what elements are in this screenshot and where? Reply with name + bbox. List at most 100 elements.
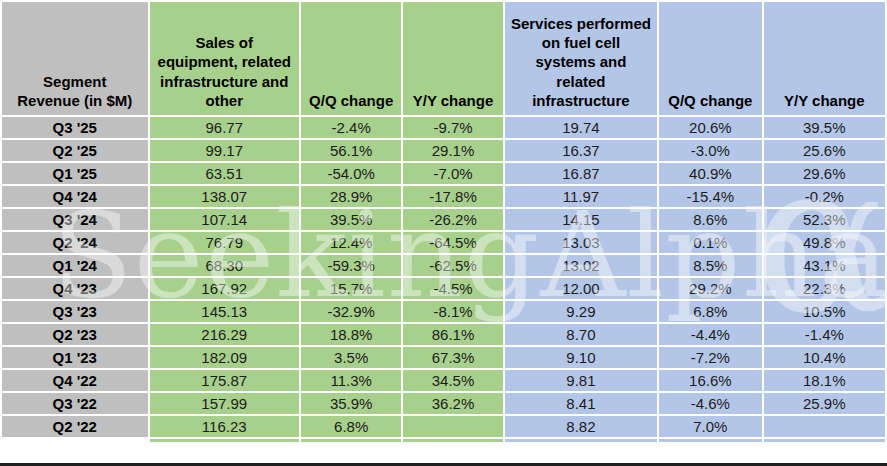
value-cell: 11.97	[505, 186, 658, 207]
value-cell: 56.1%	[301, 140, 401, 161]
col-header-sales: Sales of equipment, related infrastructu…	[150, 2, 300, 115]
partial-clipped-row	[2, 439, 885, 442]
partial-cell	[505, 439, 658, 442]
value-cell: 107.14	[150, 209, 300, 230]
value-cell: 68.30	[150, 255, 300, 276]
value-cell: 16.37	[505, 140, 658, 161]
value-cell: 22.3%	[764, 278, 885, 299]
value-cell: -15.4%	[659, 186, 761, 207]
partial-cell	[301, 439, 401, 442]
header-row: Segment Revenue (in $M) Sales of equipme…	[2, 2, 885, 115]
value-cell: -8.1%	[403, 301, 502, 322]
value-cell: 11.3%	[301, 370, 401, 391]
value-cell: 99.17	[150, 140, 300, 161]
value-cell: 20.6%	[659, 117, 761, 138]
table-row: Q3 '24107.1439.5%-26.2%14.158.6%52.3%	[2, 209, 885, 230]
table-row: Q2 '23216.2918.8%86.1%8.70-4.4%-1.4%	[2, 324, 885, 345]
value-cell: 49.8%	[764, 232, 885, 253]
value-cell: 14.15	[505, 209, 658, 230]
value-cell	[403, 416, 502, 437]
row-label-cell: Q4 '24	[2, 186, 148, 207]
value-cell: 86.1%	[403, 324, 502, 345]
value-cell: 29.2%	[659, 278, 761, 299]
row-label-cell: Q2 '24	[2, 232, 148, 253]
value-cell: -54.0%	[301, 163, 401, 184]
col-header-sales-qq: Q/Q change	[301, 2, 401, 115]
value-cell: -32.9%	[301, 301, 401, 322]
value-cell: 10.4%	[764, 347, 885, 368]
row-label-cell: Q3 '22	[2, 393, 148, 414]
value-cell: 138.07	[150, 186, 300, 207]
row-label-cell: Q1 '25	[2, 163, 148, 184]
col-header-sales-yy-label: Y/Y change	[413, 91, 494, 110]
value-cell: 167.92	[150, 278, 300, 299]
col-header-services-qq: Q/Q change	[659, 2, 761, 115]
table-row: Q3 '23145.13-32.9%-8.1%9.296.8%10.5%	[2, 301, 885, 322]
table-row: Q3 '22157.9935.9%36.2%8.41-4.6%25.9%	[2, 393, 885, 414]
row-label-cell: Q1 '24	[2, 255, 148, 276]
partial-cell	[2, 439, 148, 442]
value-cell: 67.3%	[403, 347, 502, 368]
row-label-cell: Q4 '23	[2, 278, 148, 299]
row-label-cell: Q3 '23	[2, 301, 148, 322]
col-header-services-yy: Y/Y change	[764, 2, 885, 115]
table-row: Q4 '23167.9215.7%-4.5%12.0029.2%22.3%	[2, 278, 885, 299]
row-label-cell: Q1 '23	[2, 347, 148, 368]
col-header-sales-label: Sales of equipment, related infrastructu…	[155, 33, 295, 110]
value-cell: 6.8%	[301, 416, 401, 437]
value-cell	[764, 416, 885, 437]
value-cell: 157.99	[150, 393, 300, 414]
value-cell: 0.1%	[659, 232, 761, 253]
value-cell: -2.4%	[301, 117, 401, 138]
value-cell: 43.1%	[764, 255, 885, 276]
table-header: Segment Revenue (in $M) Sales of equipme…	[2, 2, 885, 115]
value-cell: 25.6%	[764, 140, 885, 161]
value-cell: 216.29	[150, 324, 300, 345]
value-cell: 18.8%	[301, 324, 401, 345]
value-cell: -26.2%	[403, 209, 502, 230]
value-cell: 116.23	[150, 416, 300, 437]
table-row: Q2 '2476.7912.4%-64.5%13.030.1%49.8%	[2, 232, 885, 253]
table-row: Q4 '22175.8711.3%34.5%9.8116.6%18.1%	[2, 370, 885, 391]
value-cell: -4.4%	[659, 324, 761, 345]
table-row: Q3 '2596.77-2.4%-9.7%19.7420.6%39.5%	[2, 117, 885, 138]
col-header-services-yy-label: Y/Y change	[784, 91, 865, 110]
value-cell: 52.3%	[764, 209, 885, 230]
value-cell: 182.09	[150, 347, 300, 368]
value-cell: 16.6%	[659, 370, 761, 391]
row-label-cell: Q2 '25	[2, 140, 148, 161]
table-row: Q2 '2599.1756.1%29.1%16.37-3.0%25.6%	[2, 140, 885, 161]
value-cell: 39.5%	[301, 209, 401, 230]
col-header-sales-yy: Y/Y change	[403, 2, 502, 115]
value-cell: -3.0%	[659, 140, 761, 161]
partial-cell	[764, 439, 885, 442]
value-cell: -7.0%	[403, 163, 502, 184]
value-cell: -62.5%	[403, 255, 502, 276]
partial-cell	[659, 439, 761, 442]
value-cell: 8.70	[505, 324, 658, 345]
table-row: Q2 '22116.236.8%8.827.0%	[2, 416, 885, 437]
value-cell: -0.2%	[764, 186, 885, 207]
partial-cell	[403, 439, 502, 442]
segment-revenue-table: Segment Revenue (in $M) Sales of equipme…	[0, 0, 887, 444]
value-cell: 3.5%	[301, 347, 401, 368]
value-cell: -4.6%	[659, 393, 761, 414]
value-cell: 12.00	[505, 278, 658, 299]
segment-revenue-screenshot: Segment Revenue (in $M) Sales of equipme…	[0, 0, 887, 466]
value-cell: 6.8%	[659, 301, 761, 322]
value-cell: 19.74	[505, 117, 658, 138]
value-cell: 9.10	[505, 347, 658, 368]
value-cell: -4.5%	[403, 278, 502, 299]
value-cell: 9.81	[505, 370, 658, 391]
col-header-services-qq-label: Q/Q change	[668, 91, 752, 110]
value-cell: 8.82	[505, 416, 658, 437]
value-cell: 18.1%	[764, 370, 885, 391]
value-cell: -7.2%	[659, 347, 761, 368]
partial-cell	[150, 439, 300, 442]
value-cell: 175.87	[150, 370, 300, 391]
value-cell: 76.79	[150, 232, 300, 253]
value-cell: -17.8%	[403, 186, 502, 207]
table-row: Q4 '24138.0728.9%-17.8%11.97-15.4%-0.2%	[2, 186, 885, 207]
value-cell: 35.9%	[301, 393, 401, 414]
table-row: Q1 '2563.51-54.0%-7.0%16.8740.9%29.6%	[2, 163, 885, 184]
